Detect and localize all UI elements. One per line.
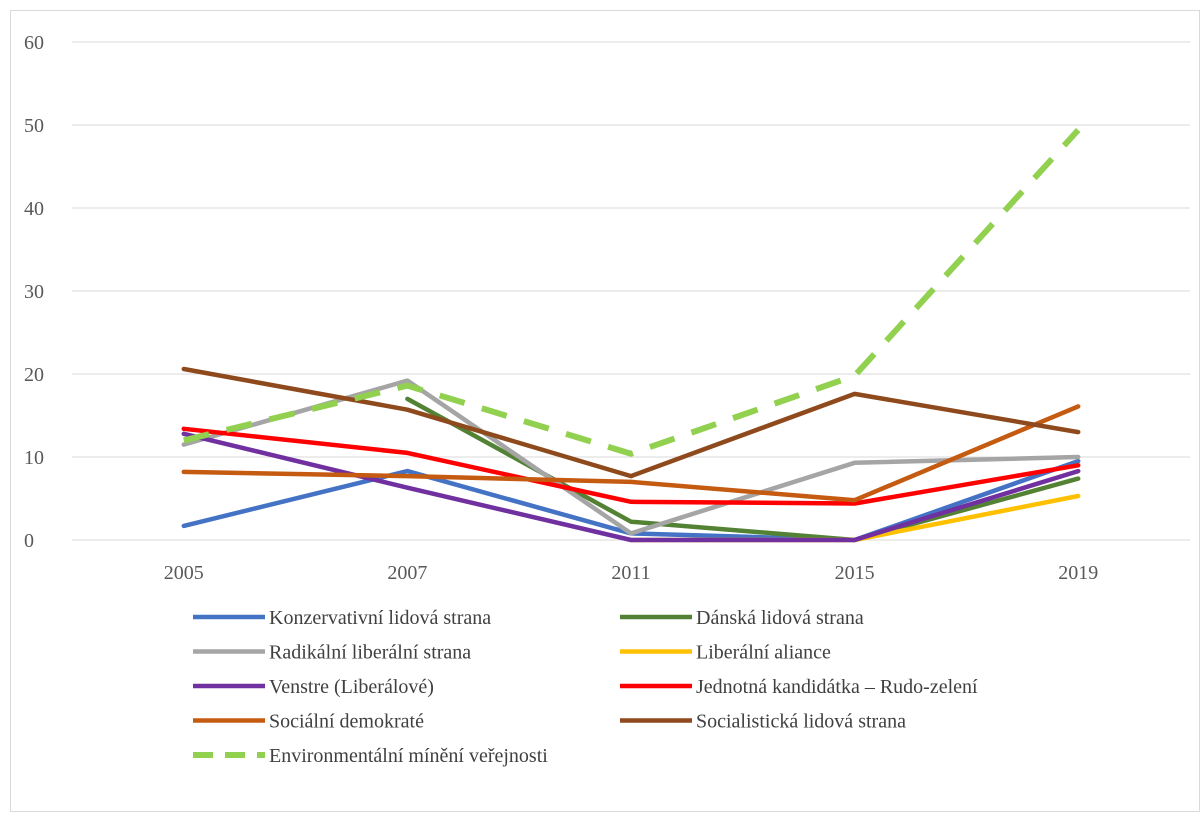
- legend-label-5: Jednotná kandidátka – Rudo-zelení: [696, 676, 978, 698]
- chart-frame: [10, 10, 1200, 812]
- legend-label-8: Environmentální mínění veřejnosti: [269, 745, 548, 767]
- x-tick-label: 2007: [387, 562, 427, 584]
- x-tick-label: 2019: [1058, 562, 1098, 584]
- y-tick-label: 50: [24, 115, 44, 137]
- legend-label-7: Socialistická lidová strana: [696, 711, 906, 733]
- gridlines: [72, 41, 1190, 541]
- y-tick-label: 20: [24, 364, 44, 386]
- legend-label-2: Radikální liberální strana: [269, 642, 471, 664]
- x-tick-label: 2011: [611, 562, 650, 584]
- series-line-1: [405, 396, 1081, 543]
- legend-label-6: Sociální demokraté: [269, 711, 424, 733]
- legend-label-4: Venstre (Liberálové): [269, 676, 434, 698]
- y-tick-label: 60: [24, 32, 44, 54]
- x-tick-label: 2015: [835, 562, 875, 584]
- y-axis-tick-labels: 0 10 20 30 40 50 60: [24, 32, 44, 552]
- legend: Konzervativní lidová strana Dánská lidová…: [193, 607, 978, 767]
- legend-label-1: Dánská lidová strana: [696, 607, 864, 629]
- series-line-4: [181, 431, 1081, 543]
- legend-label-0: Konzervativní lidová strana: [269, 607, 491, 629]
- x-tick-label: 2005: [164, 562, 204, 584]
- y-tick-label: 30: [24, 281, 44, 303]
- y-tick-label: 10: [24, 447, 44, 469]
- x-axis-tick-labels: 2005 2007 2011 2015 2019: [164, 562, 1098, 584]
- series-line-8: [183, 127, 1081, 457]
- legend-label-3: Liberální aliance: [696, 642, 831, 664]
- series-line-5: [181, 426, 1081, 506]
- series-lines: [181, 127, 1081, 543]
- series-line-7: [181, 366, 1081, 479]
- y-tick-label: 0: [24, 530, 34, 552]
- series-line-6: [181, 404, 1081, 503]
- y-tick-label: 40: [24, 198, 44, 220]
